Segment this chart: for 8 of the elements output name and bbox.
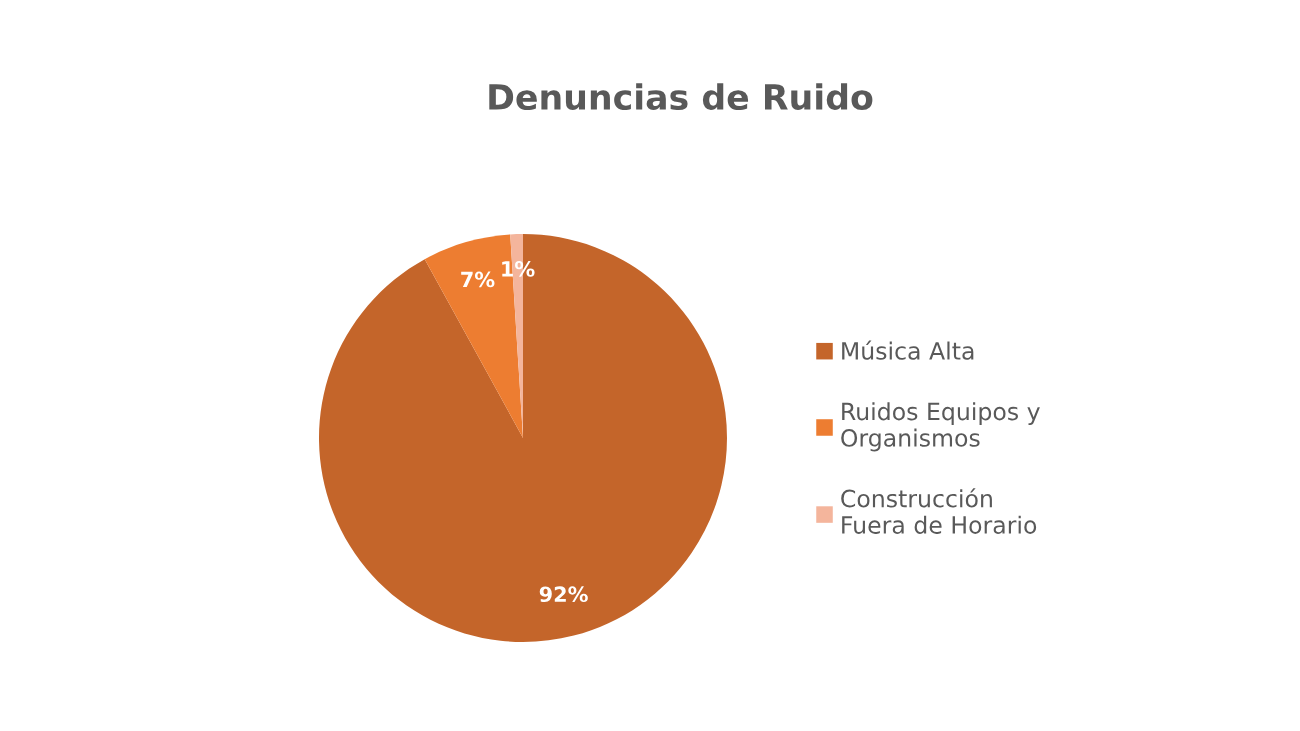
legend-label: Construcción Fuera de Horario: [841, 488, 1037, 534]
data-label: 92%: [539, 586, 588, 603]
pie-slice: [319, 234, 727, 642]
data-label: 1%: [502, 261, 535, 277]
legend-label: Ruidos Equipos y Organismos: [841, 402, 1040, 452]
data-label: 7%: [461, 271, 495, 288]
chart-title: Denuncias de Ruido: [489, 83, 873, 111]
legend-label: Música Alta: [842, 340, 974, 360]
